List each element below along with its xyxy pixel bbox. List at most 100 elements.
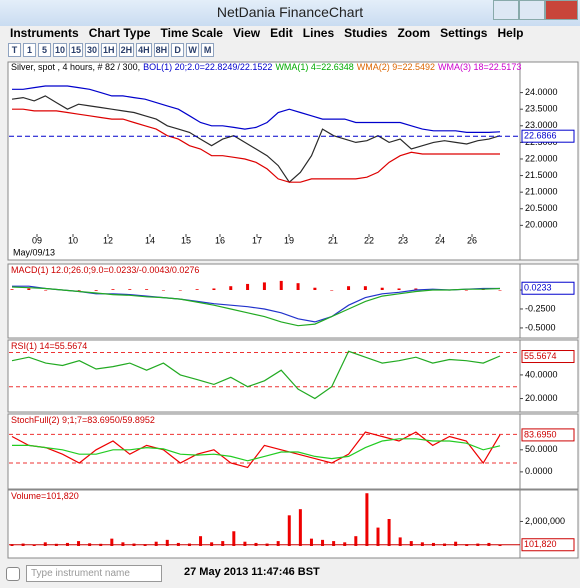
bar (296, 283, 300, 290)
bar (229, 286, 233, 290)
x-tick-label: 22 (364, 235, 374, 245)
menu-bar: Instruments Chart Type Time Scale View Edit L… (0, 26, 580, 43)
current-value-label: 22.6866 (524, 131, 557, 141)
legend-item: Silver, spot , 4 hours, # 82 / 300, (11, 62, 140, 72)
bar (178, 290, 182, 291)
bar (287, 515, 291, 546)
timescale-button[interactable]: M (201, 43, 215, 57)
x-tick-label: 19 (284, 235, 294, 245)
bar (454, 541, 458, 546)
menu-item[interactable]: Help (497, 26, 524, 40)
bar (32, 544, 36, 546)
panel-frame (7, 489, 579, 559)
menu-item[interactable]: Instruments (10, 26, 79, 40)
bar (397, 288, 401, 290)
current-value-box (521, 428, 575, 442)
legend-item: MACD(1) 12.0;26.0;9.0=0.0233/-0.0043/0.0… (11, 265, 199, 275)
bar (121, 542, 125, 546)
close-button[interactable] (545, 0, 578, 20)
x-tick-label: 12 (103, 235, 113, 245)
bar (309, 538, 313, 546)
y-tick-label: 20.0000 (525, 220, 558, 230)
timescale-button[interactable]: 1H (101, 43, 117, 57)
timescale-button[interactable]: 8H (153, 43, 170, 57)
y-tick-label: 2,000,000 (525, 516, 565, 526)
bar (376, 527, 380, 546)
bar (221, 541, 225, 546)
timestamp: 27 May 2013 11:47:46 BST (184, 566, 320, 578)
legend-item: StochFull(2) 9;1;7=83.6950/59.8952 (11, 415, 155, 425)
legend-item: RSI(1) 14=55.5674 (11, 341, 87, 351)
series-line (11, 95, 501, 184)
timescale-button[interactable]: 4H (136, 43, 152, 57)
bar (210, 542, 214, 546)
search-icon[interactable] (6, 567, 20, 581)
menu-item[interactable]: Time Scale (160, 26, 223, 40)
timescale-button[interactable]: 1 (23, 43, 36, 57)
series-line (12, 85, 501, 133)
timescale-button[interactable]: W (186, 43, 200, 57)
x-tick-label: 15 (181, 235, 191, 245)
menu-item[interactable]: Settings (440, 26, 488, 40)
toolbar: T 1 5 10 15 30 1H 2H 4H 8H D W M (0, 43, 580, 60)
current-value-box (521, 350, 575, 364)
instrument-search[interactable]: Type instrument name (26, 565, 162, 582)
timescale-button[interactable]: 30 (85, 43, 100, 57)
y-tick-label: 0.0000 (525, 466, 553, 476)
bar (262, 282, 266, 290)
bar (420, 542, 424, 546)
bar (343, 542, 347, 546)
y-tick-label: -0.2500 (525, 303, 556, 313)
legend-item: Volume=101,820 (11, 491, 79, 501)
current-value-label: 83.6950 (524, 429, 557, 439)
panel-legend: RSI(1) 14=55.5674 (11, 341, 87, 351)
bar (44, 290, 48, 291)
current-value-box (521, 538, 575, 552)
window-title: NetDania FinanceChart (216, 4, 364, 20)
bar (332, 541, 336, 546)
series-line (11, 350, 501, 400)
panel-legend: StochFull(2) 9;1;7=83.6950/59.8952 (11, 415, 155, 425)
bar (498, 290, 502, 291)
timescale-button[interactable]: 15 (69, 43, 84, 57)
bar (354, 536, 358, 546)
panel-legend: Volume=101,820 (11, 491, 79, 501)
bar (498, 544, 502, 546)
y-tick-label: 22.0000 (525, 153, 558, 163)
timescale-button[interactable]: T (8, 43, 21, 57)
bar (165, 539, 169, 546)
timescale-button[interactable]: 5 (38, 43, 51, 57)
bar (10, 289, 14, 290)
bar (313, 287, 317, 290)
y-tick-label: -0.5000 (525, 322, 556, 332)
menu-item[interactable]: Studies (344, 26, 388, 40)
maximize-button[interactable] (519, 0, 545, 20)
minimize-button[interactable] (493, 0, 519, 20)
menu-item[interactable]: Edit (270, 26, 293, 40)
bar (110, 538, 114, 546)
panel-frame (7, 61, 579, 261)
bar (43, 542, 47, 546)
timescale-button[interactable]: D (171, 43, 185, 57)
bar (298, 509, 302, 546)
bar (199, 536, 203, 546)
menu-item[interactable]: Zoom (397, 26, 431, 40)
bar (276, 541, 280, 546)
current-value-box (521, 281, 575, 295)
current-value-label: 0.0233 (524, 283, 552, 293)
current-value-label: 101,820 (524, 539, 557, 549)
menu-item[interactable]: View (232, 26, 261, 40)
menu-item[interactable]: Lines (302, 26, 335, 40)
status-bar: Type instrument name 27 May 2013 11:47:4… (0, 561, 580, 588)
bar (145, 289, 149, 290)
legend-item: WMA(3) 18=22.5173 (438, 62, 521, 72)
series-line (12, 438, 501, 462)
x-tick-label: 23 (398, 235, 408, 245)
x-tick-label: 26 (467, 235, 477, 245)
bar (380, 287, 384, 290)
panel-legend: MACD(1) 12.0;26.0;9.0=0.0233/-0.0043/0.0… (11, 265, 199, 275)
menu-item[interactable]: Chart Type (88, 26, 151, 40)
timescale-button[interactable]: 10 (53, 43, 68, 57)
timescale-button[interactable]: 2H (118, 43, 135, 57)
